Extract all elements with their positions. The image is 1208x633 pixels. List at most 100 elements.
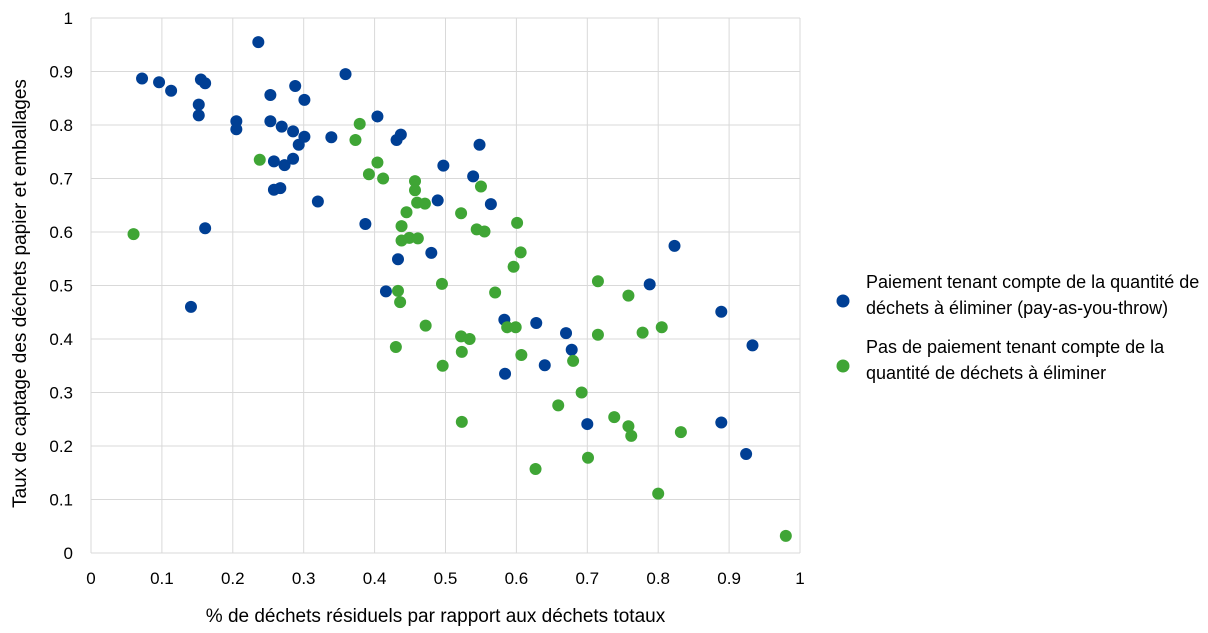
data-point-pay-as-you-throw xyxy=(740,448,753,461)
data-point-pay-as-you-throw xyxy=(298,93,311,106)
x-tick-label: 1 xyxy=(795,569,804,588)
data-point-pay-as-you-throw xyxy=(264,115,277,128)
y-tick-label: 0.9 xyxy=(49,63,73,82)
data-point-pay-as-you-throw xyxy=(437,159,450,172)
legend: Paiement tenant compte de la quantité de… xyxy=(836,272,1199,383)
data-point-no-pay-as-you-throw xyxy=(371,156,384,169)
data-point-no-pay-as-you-throw xyxy=(418,197,431,210)
data-point-pay-as-you-throw xyxy=(339,68,352,81)
legend-label-line: déchets à éliminer (pay-as-you-throw) xyxy=(866,298,1168,318)
data-point-no-pay-as-you-throw xyxy=(591,328,604,341)
data-point-pay-as-you-throw xyxy=(379,285,392,298)
data-point-no-pay-as-you-throw xyxy=(474,180,487,193)
data-point-no-pay-as-you-throw xyxy=(636,326,649,339)
data-point-no-pay-as-you-throw xyxy=(400,206,413,219)
data-point-pay-as-you-throw xyxy=(467,170,480,183)
data-point-pay-as-you-throw xyxy=(425,246,438,259)
legend-marker-pay-as-you-throw xyxy=(836,294,850,308)
data-point-pay-as-you-throw xyxy=(643,278,656,291)
data-point-no-pay-as-you-throw xyxy=(419,319,432,332)
data-point-no-pay-as-you-throw xyxy=(403,231,416,244)
data-point-no-pay-as-you-throw xyxy=(622,289,635,302)
data-point-no-pay-as-you-throw xyxy=(489,286,502,299)
data-point-no-pay-as-you-throw xyxy=(349,133,362,146)
x-tick-label: 0.5 xyxy=(434,569,458,588)
data-point-pay-as-you-throw xyxy=(289,79,302,92)
data-point-no-pay-as-you-throw xyxy=(575,386,588,399)
data-point-no-pay-as-you-throw xyxy=(391,284,404,297)
data-point-pay-as-you-throw xyxy=(311,195,324,208)
data-point-no-pay-as-you-throw xyxy=(591,275,604,288)
y-tick-label: 0.6 xyxy=(49,223,73,242)
data-point-pay-as-you-throw xyxy=(199,77,212,90)
x-tick-label: 0 xyxy=(86,569,95,588)
data-point-no-pay-as-you-throw xyxy=(455,415,468,428)
y-tick-label: 0.8 xyxy=(49,116,73,135)
data-point-pay-as-you-throw xyxy=(565,343,578,356)
y-tick-label: 0.7 xyxy=(49,170,73,189)
data-point-no-pay-as-you-throw xyxy=(655,321,668,334)
data-point-pay-as-you-throw xyxy=(715,305,728,318)
data-point-no-pay-as-you-throw xyxy=(377,172,390,185)
data-point-pay-as-you-throw xyxy=(153,76,166,89)
data-point-no-pay-as-you-throw xyxy=(509,321,522,334)
data-point-no-pay-as-you-throw xyxy=(501,321,514,334)
data-point-no-pay-as-you-throw xyxy=(622,420,635,433)
x-axis-ticks: 0 0.1 0.2 0.3 0.4 0.5 0.6 0.7 0.8 0.9 1 xyxy=(86,569,804,588)
data-point-no-pay-as-you-throw xyxy=(127,228,140,241)
data-point-pay-as-you-throw xyxy=(192,98,205,111)
data-point-pay-as-you-throw xyxy=(136,72,149,85)
x-tick-label: 0.7 xyxy=(575,569,599,588)
legend-item-pay-as-you-throw: Paiement tenant compte de la quantité de… xyxy=(836,272,1199,318)
data-point-no-pay-as-you-throw xyxy=(389,341,402,354)
data-point-pay-as-you-throw xyxy=(252,36,265,49)
data-point-pay-as-you-throw xyxy=(473,138,486,151)
data-point-no-pay-as-you-throw xyxy=(436,359,449,372)
y-tick-label: 0.2 xyxy=(49,437,73,456)
x-tick-label: 0.8 xyxy=(646,569,670,588)
data-point-no-pay-as-you-throw xyxy=(567,354,580,367)
x-tick-label: 0.1 xyxy=(150,569,174,588)
x-axis-title: % de déchets résiduels par rapport aux d… xyxy=(206,606,666,627)
data-point-pay-as-you-throw xyxy=(359,217,372,230)
data-point-no-pay-as-you-throw xyxy=(362,168,375,181)
x-tick-label: 0.2 xyxy=(221,569,245,588)
data-point-no-pay-as-you-throw xyxy=(552,399,565,412)
data-point-no-pay-as-you-throw xyxy=(674,426,687,439)
data-point-no-pay-as-you-throw xyxy=(353,117,366,130)
data-point-no-pay-as-you-throw xyxy=(608,411,621,424)
legend-label-line: Paiement tenant compte de la quantité de xyxy=(866,272,1199,292)
data-point-no-pay-as-you-throw xyxy=(515,349,528,362)
data-point-no-pay-as-you-throw xyxy=(455,207,468,220)
gridlines xyxy=(90,17,801,554)
x-tick-label: 0.3 xyxy=(292,569,316,588)
data-point-no-pay-as-you-throw xyxy=(652,487,665,500)
y-tick-label: 0 xyxy=(64,544,73,563)
legend-label-line: quantité de déchets à éliminer xyxy=(866,363,1106,383)
data-point-no-pay-as-you-throw xyxy=(511,216,524,229)
legend-marker-no-pay-as-you-throw xyxy=(836,359,850,373)
data-point-no-pay-as-you-throw xyxy=(478,225,491,238)
x-tick-label: 0.9 xyxy=(717,569,741,588)
data-point-pay-as-you-throw xyxy=(431,194,444,207)
data-point-no-pay-as-you-throw xyxy=(625,429,638,442)
data-point-pay-as-you-throw xyxy=(325,131,338,144)
data-point-no-pay-as-you-throw xyxy=(435,277,448,290)
data-point-pay-as-you-throw xyxy=(278,159,291,172)
data-point-pay-as-you-throw xyxy=(275,120,288,133)
data-point-pay-as-you-throw xyxy=(274,182,287,195)
data-point-no-pay-as-you-throw xyxy=(507,260,520,273)
data-point-pay-as-you-throw xyxy=(715,416,728,429)
data-point-no-pay-as-you-throw xyxy=(779,529,792,542)
data-point-pay-as-you-throw xyxy=(371,110,384,123)
data-point-pay-as-you-throw xyxy=(560,327,573,340)
data-point-pay-as-you-throw xyxy=(230,123,243,136)
data-point-no-pay-as-you-throw xyxy=(529,463,542,476)
data-point-no-pay-as-you-throw xyxy=(463,333,476,345)
data-point-pay-as-you-throw xyxy=(391,253,404,266)
y-axis-ticks: 0 0.1 0.2 0.3 0.4 0.5 0.6 0.7 0.8 0.9 1 xyxy=(49,9,73,563)
data-point-pay-as-you-throw xyxy=(184,300,197,313)
y-tick-label: 1 xyxy=(64,9,73,28)
